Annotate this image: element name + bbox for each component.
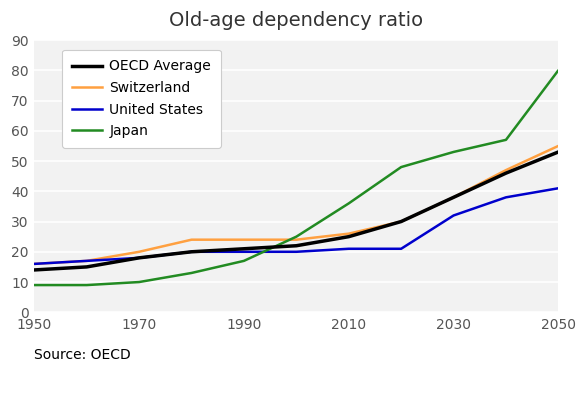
Legend: OECD Average, Switzerland, United States, Japan: OECD Average, Switzerland, United States…: [62, 50, 221, 148]
Title: Old-age dependency ratio: Old-age dependency ratio: [169, 11, 423, 30]
Text: Source: OECD: Source: OECD: [34, 348, 131, 362]
